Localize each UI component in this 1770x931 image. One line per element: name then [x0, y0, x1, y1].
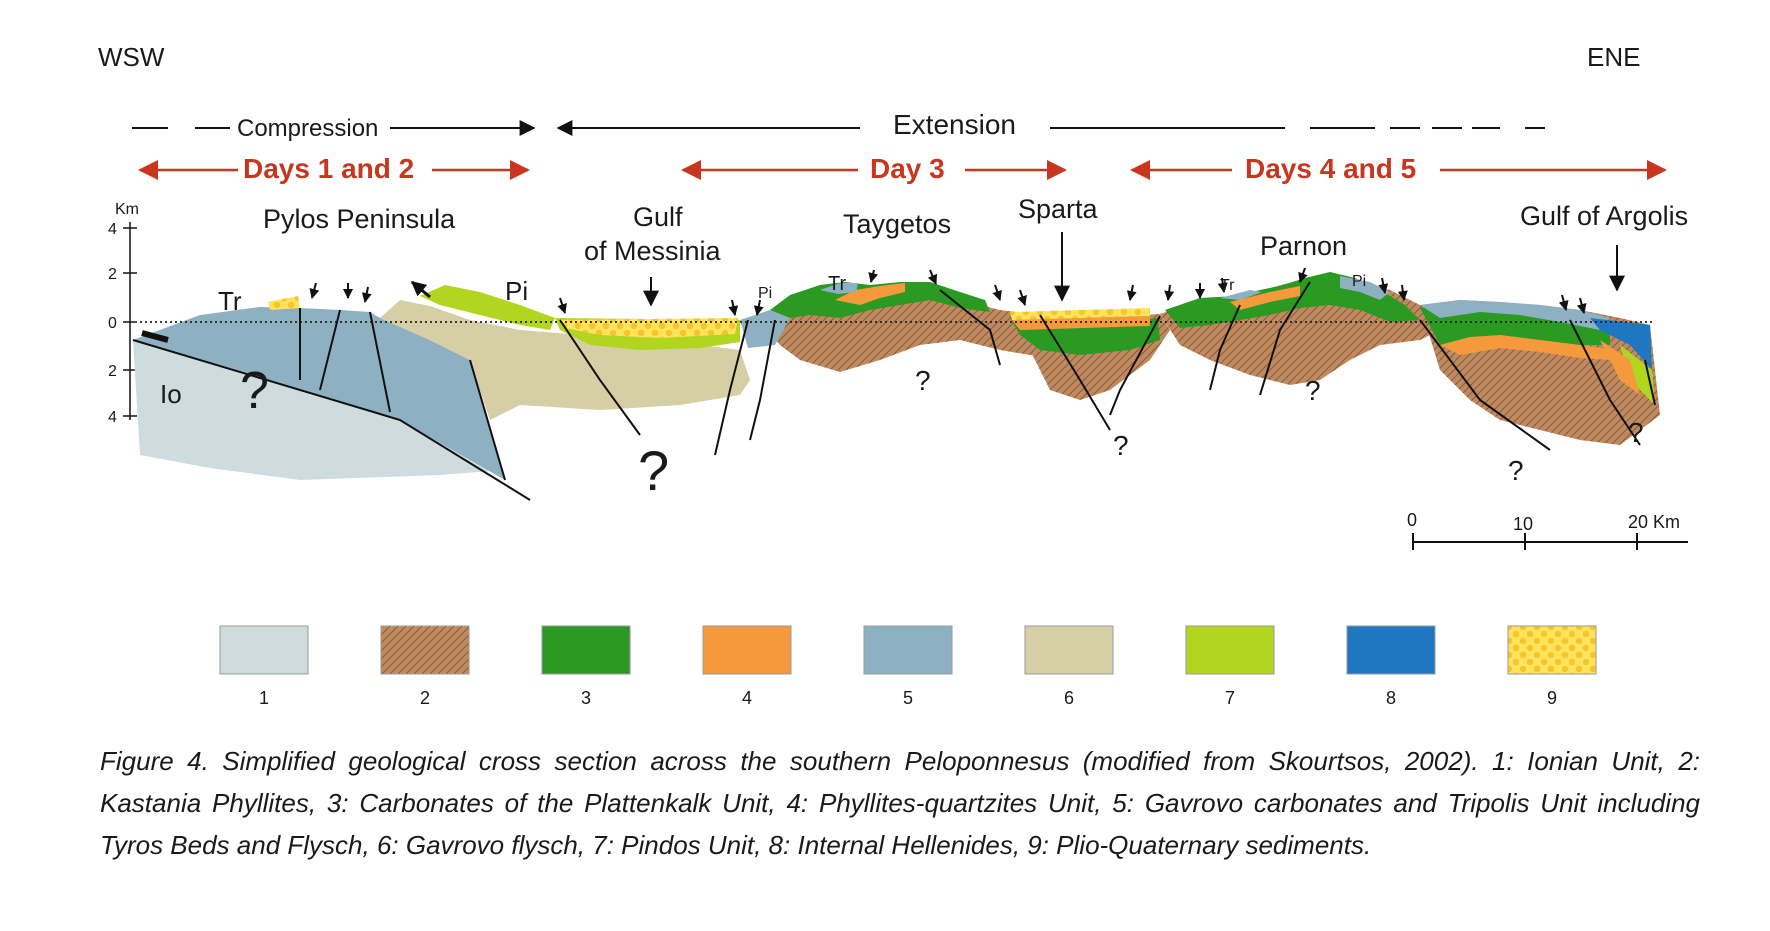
pylos-label: Pylos Peninsula — [263, 204, 456, 234]
wsw-label: WSW — [98, 42, 165, 72]
pi-label: Pi — [758, 285, 772, 302]
depth-axis — [123, 222, 137, 420]
depth-unit: Km — [115, 201, 139, 218]
legend-swatch-7 — [1185, 625, 1275, 675]
parnon-label: Parnon — [1260, 231, 1347, 261]
days-4-5-label: Days 4 and 5 — [1245, 153, 1416, 184]
ene-label: ENE — [1587, 42, 1640, 72]
legend-number-6: 6 — [1064, 688, 1074, 708]
unknown-mark: ? — [1508, 455, 1524, 486]
depth-tick: 4 — [108, 409, 117, 426]
legend-number-1: 1 — [259, 688, 269, 708]
unknown-mark: ? — [1628, 417, 1644, 448]
legend-number-8: 8 — [1386, 688, 1396, 708]
unknown-mark: ? — [915, 365, 931, 396]
legend-swatch-6 — [1024, 625, 1114, 675]
legend-number-9: 9 — [1547, 688, 1557, 708]
taygetos-label: Taygetos — [843, 209, 951, 239]
legend-swatch-3 — [541, 625, 631, 675]
legend-swatch-4 — [702, 625, 792, 675]
legend-swatch-2 — [380, 625, 470, 675]
io-label: Io — [160, 379, 182, 409]
scale-tick: 20 Km — [1628, 512, 1680, 532]
unknown-mark: ? — [1305, 375, 1321, 406]
cross-section-geology — [132, 232, 1660, 501]
legend-swatch-5 — [863, 625, 953, 675]
tr-label: Tr — [218, 286, 242, 316]
scale-bar — [1412, 533, 1688, 550]
extension-label: Extension — [893, 109, 1016, 140]
unknown-mark: ? — [1113, 430, 1129, 461]
unknown-mark: ? — [240, 362, 269, 420]
depth-tick: 2 — [108, 363, 117, 380]
legend-number-3: 3 — [581, 688, 591, 708]
depth-tick: 2 — [108, 266, 117, 283]
sparta-label: Sparta — [1018, 194, 1099, 224]
legend-swatch-9 — [1507, 625, 1597, 675]
days-1-2-label: Days 1 and 2 — [243, 153, 414, 184]
gulf-messinia-label-2: of Messinia — [584, 236, 722, 266]
pi-label: Pi — [1352, 273, 1366, 290]
legend-number-7: 7 — [1225, 688, 1235, 708]
tr-label: Tr — [1220, 277, 1235, 294]
scale-tick: 0 — [1407, 510, 1417, 530]
legend-number-4: 4 — [742, 688, 752, 708]
legend: 1 2 3 4 5 6 7 8 9 — [219, 625, 1597, 708]
day-3-label: Day 3 — [870, 153, 945, 184]
depth-tick: 4 — [108, 221, 117, 238]
legend-number-2: 2 — [420, 688, 430, 708]
compression-label: Compression — [237, 115, 378, 142]
cross-section-figure: WSW ENE Compression Extension Days 1 and… — [98, 42, 1688, 708]
legend-number-5: 5 — [903, 688, 913, 708]
tr-label: Tr — [828, 273, 846, 295]
depth-tick: 0 — [108, 315, 117, 332]
scale-tick: 10 — [1513, 514, 1533, 534]
legend-swatch-1 — [219, 625, 309, 675]
figure-caption: Figure 4. Simplified geological cross se… — [100, 746, 1700, 860]
unknown-mark: ? — [638, 439, 669, 502]
pi-label: Pi — [505, 276, 528, 306]
argolis-label: Gulf of Argolis — [1520, 201, 1688, 231]
gulf-messinia-label-1: Gulf — [633, 202, 683, 232]
legend-swatch-8 — [1346, 625, 1436, 675]
